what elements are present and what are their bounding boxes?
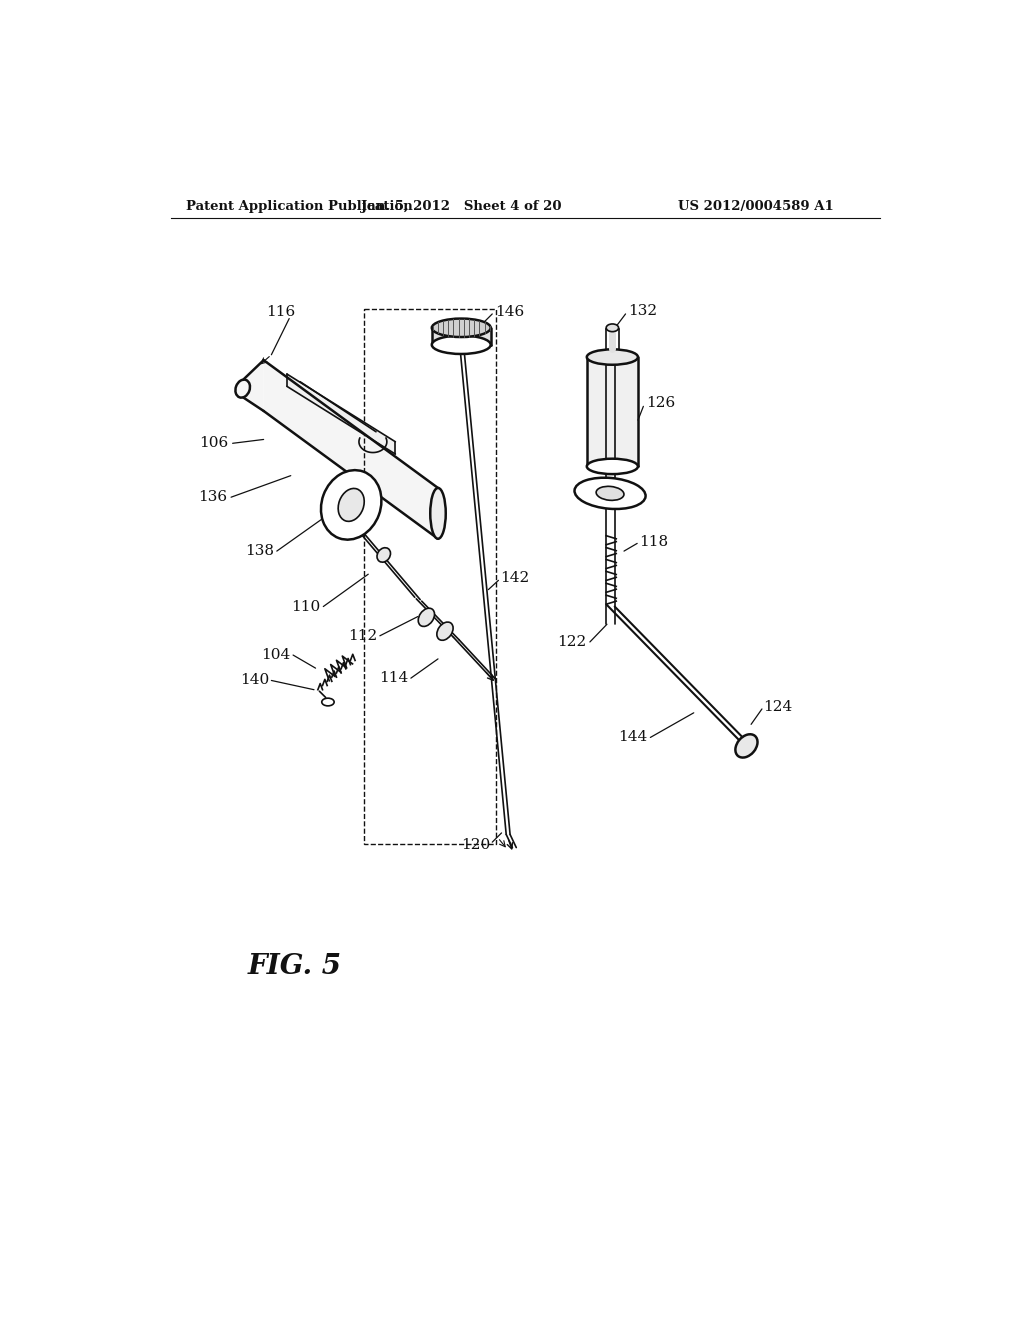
Text: 106: 106 [200, 437, 228, 450]
Ellipse shape [432, 318, 490, 337]
Text: 110: 110 [291, 599, 321, 614]
Ellipse shape [338, 488, 365, 521]
Polygon shape [263, 360, 438, 539]
Polygon shape [587, 358, 638, 466]
Text: FIG. 5: FIG. 5 [248, 953, 342, 981]
Ellipse shape [606, 323, 618, 331]
Bar [365, 309, 496, 843]
Text: 120: 120 [462, 838, 490, 853]
Text: 144: 144 [618, 730, 647, 744]
Text: 124: 124 [764, 700, 793, 714]
Text: Jan. 5, 2012   Sheet 4 of 20: Jan. 5, 2012 Sheet 4 of 20 [361, 199, 561, 213]
Ellipse shape [322, 698, 334, 706]
Text: 132: 132 [628, 304, 657, 318]
Ellipse shape [574, 478, 645, 510]
Ellipse shape [735, 734, 758, 758]
Text: US 2012/0004589 A1: US 2012/0004589 A1 [678, 199, 834, 213]
Text: 118: 118 [640, 535, 669, 549]
Text: 112: 112 [348, 628, 378, 643]
Text: 136: 136 [198, 490, 227, 504]
Polygon shape [243, 360, 263, 411]
Ellipse shape [430, 488, 445, 539]
Ellipse shape [321, 470, 382, 540]
Ellipse shape [432, 335, 490, 354]
Polygon shape [287, 374, 395, 454]
Text: 104: 104 [261, 648, 291, 663]
Ellipse shape [587, 350, 638, 364]
Ellipse shape [437, 622, 453, 640]
Ellipse shape [377, 548, 390, 562]
Ellipse shape [596, 486, 624, 500]
Ellipse shape [587, 459, 638, 474]
Ellipse shape [236, 380, 250, 397]
Text: 116: 116 [266, 305, 295, 319]
Text: 140: 140 [240, 673, 269, 688]
Text: 146: 146 [496, 305, 524, 319]
Text: 122: 122 [557, 635, 587, 649]
Ellipse shape [418, 609, 434, 627]
Polygon shape [432, 327, 490, 345]
Text: 142: 142 [500, 572, 529, 585]
Text: 114: 114 [379, 671, 409, 685]
Text: 126: 126 [646, 396, 675, 411]
Text: Patent Application Publication: Patent Application Publication [186, 199, 413, 213]
Text: 138: 138 [245, 544, 273, 558]
